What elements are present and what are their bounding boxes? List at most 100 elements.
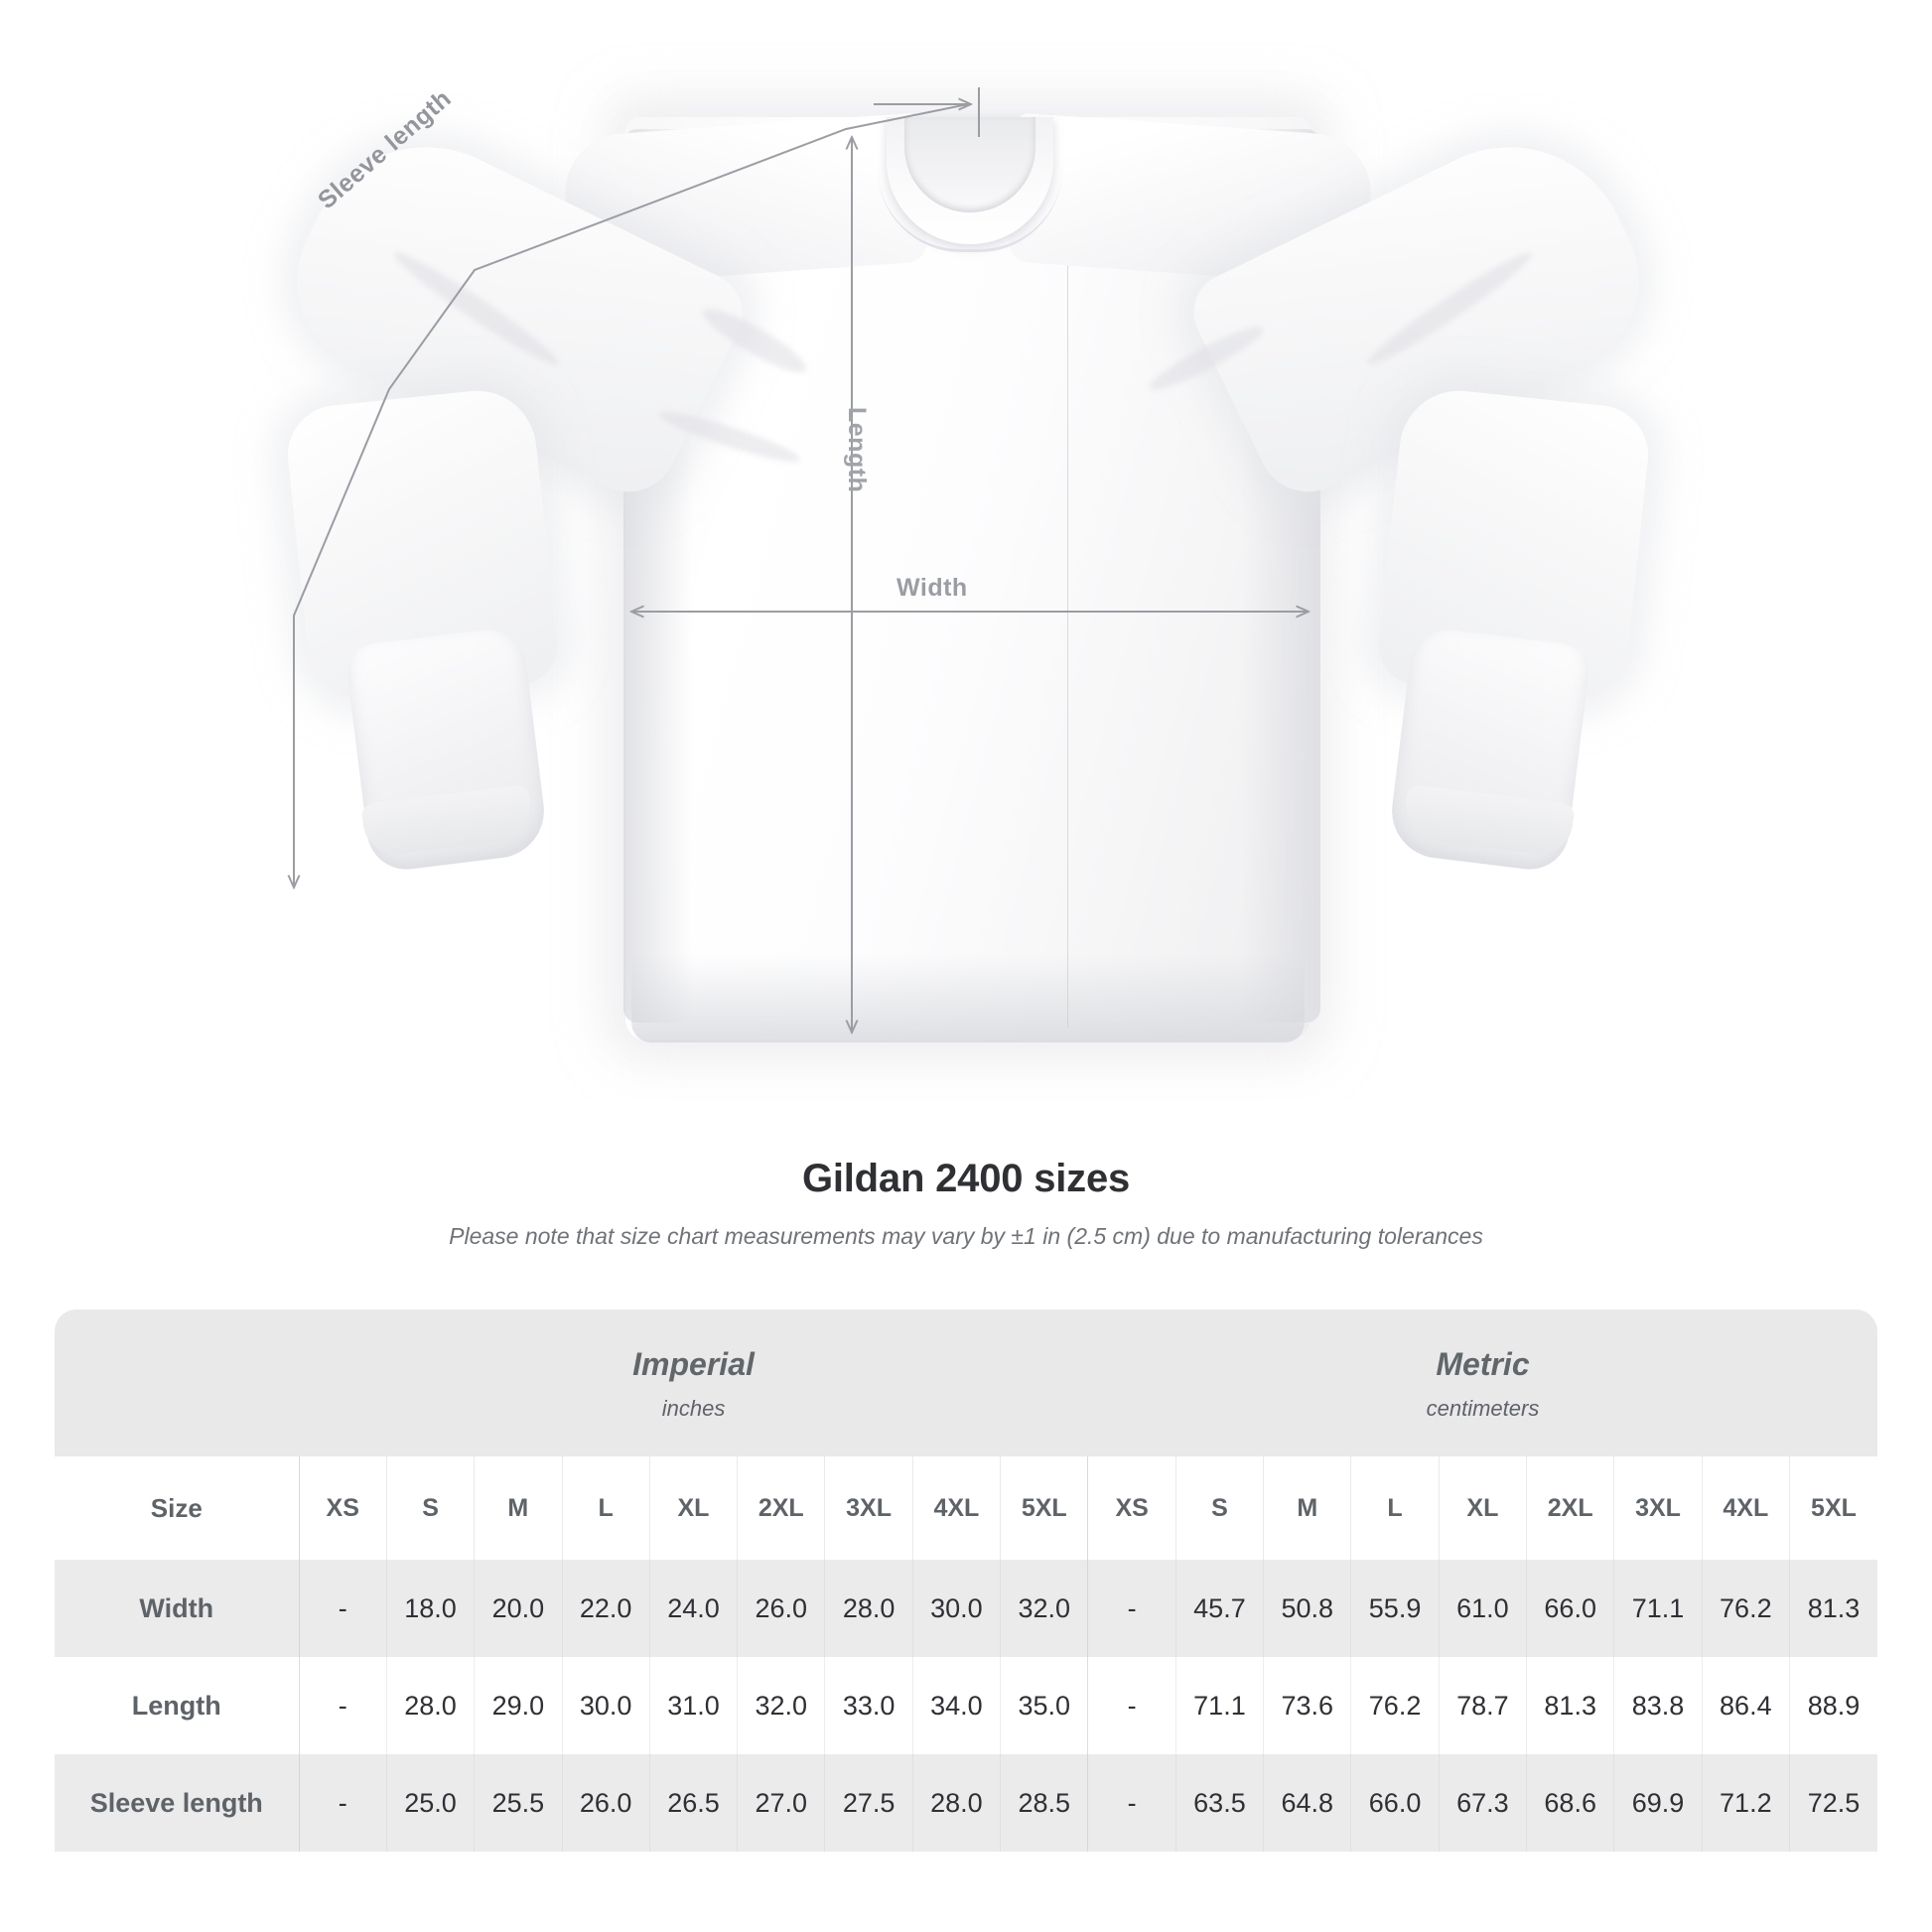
shirt-center-fold — [1067, 119, 1068, 1028]
measurement-cell: 29.0 — [474, 1657, 562, 1754]
measurement-cell: 66.0 — [1350, 1754, 1440, 1852]
size-header-cell-2xl: 2XL — [737, 1456, 825, 1560]
tshirt-photo — [267, 106, 1669, 1042]
table-row: Width -18.0 20.0 22.0 24.0 26.0 28.0 30.0 32.0-4… — [55, 1560, 1877, 1657]
measurement-cell: 83.8 — [1613, 1657, 1703, 1754]
measurement-cell: 64.8 — [1263, 1754, 1351, 1852]
size-header-cell-xs: XS — [298, 1456, 387, 1560]
measurement-cell: 71.2 — [1701, 1754, 1790, 1852]
measurement-cell: 22.0 — [561, 1560, 650, 1657]
chart-title: Gildan 2400 sizes — [801, 1157, 1131, 1200]
size-header-cell-3xl: 3XL — [824, 1456, 913, 1560]
measurement-cell: 26.5 — [648, 1754, 738, 1852]
measurement-cell: 71.1 — [1613, 1560, 1703, 1657]
measurement-overlay — [0, 87, 1932, 1102]
measurement-cell: 20.0 — [474, 1560, 562, 1657]
width-label: Width — [897, 574, 968, 602]
measurement-cell: 27.0 — [737, 1754, 825, 1852]
size-header-cell-4xl: 4XL — [1701, 1456, 1790, 1560]
measurement-cell: 63.5 — [1174, 1754, 1264, 1852]
size-header-cell-xs: XS — [1087, 1456, 1176, 1560]
measurement-cell: 30.0 — [911, 1560, 1001, 1657]
size-header-row: Size XS S M L XL 2XL 3XL 4XL 5XL XS S M L XL 2XL 3XL 4XL 5… — [55, 1456, 1877, 1560]
size-header-cell-s: S — [385, 1456, 475, 1560]
measurement-cell: 67.3 — [1438, 1754, 1527, 1852]
measurement-cell: 78.7 — [1438, 1657, 1527, 1754]
measurement-cell: - — [298, 1754, 387, 1852]
size-header-cell-xl: XL — [648, 1456, 738, 1560]
measurement-cell: 35.0 — [1000, 1657, 1088, 1754]
unit-group-unit: centimeters — [1426, 1396, 1540, 1421]
measurement-cell: 72.5 — [1788, 1754, 1877, 1852]
measurement-cell: 86.4 — [1701, 1657, 1790, 1754]
measurement-cell: 28.0 — [911, 1754, 1001, 1852]
size-table-card: Imperial inches Metric centimeters Size XS S M L… — [55, 1310, 1877, 1852]
measurement-cell: 68.6 — [1526, 1754, 1614, 1852]
measurement-row-label: Length — [55, 1657, 300, 1754]
measurement-cell: 73.6 — [1263, 1657, 1351, 1754]
table-row: Sleeve length -25.0 25.5 26.0 26.5 27.0 27.5 28… — [55, 1754, 1877, 1852]
measurement-cell: 50.8 — [1263, 1560, 1351, 1657]
size-chart-section: Gildan 2400 sizes Please note that size … — [0, 1102, 1932, 1852]
measurement-cell: 76.2 — [1350, 1657, 1440, 1754]
unit-group-header-row: Imperial inches Metric centimeters — [55, 1310, 1877, 1456]
measurement-cell: 28.5 — [1000, 1754, 1088, 1852]
table-row: Length -28.0 29.0 30.0 31.0 32.0 33.0 34.0 35.0-… — [55, 1657, 1877, 1754]
unit-group-name: Imperial — [632, 1346, 755, 1382]
measurement-cell: 18.0 — [385, 1560, 475, 1657]
sleeve-length-dimension-line — [293, 103, 969, 884]
size-header-cell-5xl: 5XL — [1000, 1456, 1088, 1560]
unit-group-header-imperial: Imperial inches — [299, 1310, 1088, 1456]
measurement-row-label: Width — [55, 1560, 300, 1657]
measurement-cell: 26.0 — [737, 1560, 825, 1657]
measurement-cell: 69.9 — [1613, 1754, 1703, 1852]
measurement-cell: - — [1087, 1657, 1176, 1754]
measurement-cell: 66.0 — [1526, 1560, 1614, 1657]
measurement-cell: 30.0 — [561, 1657, 650, 1754]
measurement-cell: 81.3 — [1526, 1657, 1614, 1754]
measurement-cell: 24.0 — [648, 1560, 738, 1657]
size-header-cell-5xl: 5XL — [1788, 1456, 1877, 1560]
measurement-cell: - — [298, 1657, 387, 1754]
garment-measurement-diagram: Sleeve length Length Width — [0, 84, 1932, 1102]
size-header-cell-s: S — [1174, 1456, 1264, 1560]
size-header-cell-xl: XL — [1438, 1456, 1527, 1560]
size-row-label: Size — [55, 1456, 300, 1560]
unit-header-corner — [55, 1310, 300, 1456]
measurement-cell: - — [1087, 1754, 1176, 1852]
measurement-cell: 88.9 — [1788, 1657, 1877, 1754]
size-header-cell-2xl: 2XL — [1526, 1456, 1614, 1560]
size-header-cell-m: M — [474, 1456, 562, 1560]
measurement-cell: 25.0 — [385, 1754, 475, 1852]
size-header-cell-4xl: 4XL — [911, 1456, 1001, 1560]
measurement-cell: 81.3 — [1788, 1560, 1877, 1657]
measurement-cell: - — [1087, 1560, 1176, 1657]
unit-group-header-metric: Metric centimeters — [1087, 1310, 1877, 1456]
shirt-hem-shadow — [631, 953, 1305, 1042]
measurement-cell: 32.0 — [737, 1657, 825, 1754]
measurement-cell: 76.2 — [1701, 1560, 1790, 1657]
measurement-cell: 45.7 — [1174, 1560, 1264, 1657]
measurement-cell: 32.0 — [1000, 1560, 1088, 1657]
size-table: Imperial inches Metric centimeters Size XS S M L… — [55, 1310, 1877, 1852]
measurement-cell: 61.0 — [1438, 1560, 1527, 1657]
measurement-cell: 55.9 — [1350, 1560, 1440, 1657]
measurement-cell: 34.0 — [911, 1657, 1001, 1754]
measurement-cell: 25.5 — [474, 1754, 562, 1852]
size-header-cell-m: M — [1263, 1456, 1351, 1560]
shirt-collar-rim — [878, 169, 1062, 252]
length-label: Length — [843, 407, 871, 493]
measurement-row-label: Sleeve length — [55, 1754, 300, 1852]
unit-group-unit: inches — [661, 1396, 726, 1421]
size-header-cell-l: L — [1350, 1456, 1440, 1560]
measurement-cell: 27.5 — [824, 1754, 913, 1852]
size-header-cell-l: L — [561, 1456, 650, 1560]
measurement-cell: 28.0 — [824, 1560, 913, 1657]
measurement-cell: 28.0 — [385, 1657, 475, 1754]
measurement-cell: 31.0 — [648, 1657, 738, 1754]
chart-tolerance-note: Please note that size chart measurements… — [449, 1223, 1483, 1249]
unit-group-name: Metric — [1436, 1346, 1530, 1382]
measurement-cell: - — [298, 1560, 387, 1657]
measurement-cell: 33.0 — [824, 1657, 913, 1754]
